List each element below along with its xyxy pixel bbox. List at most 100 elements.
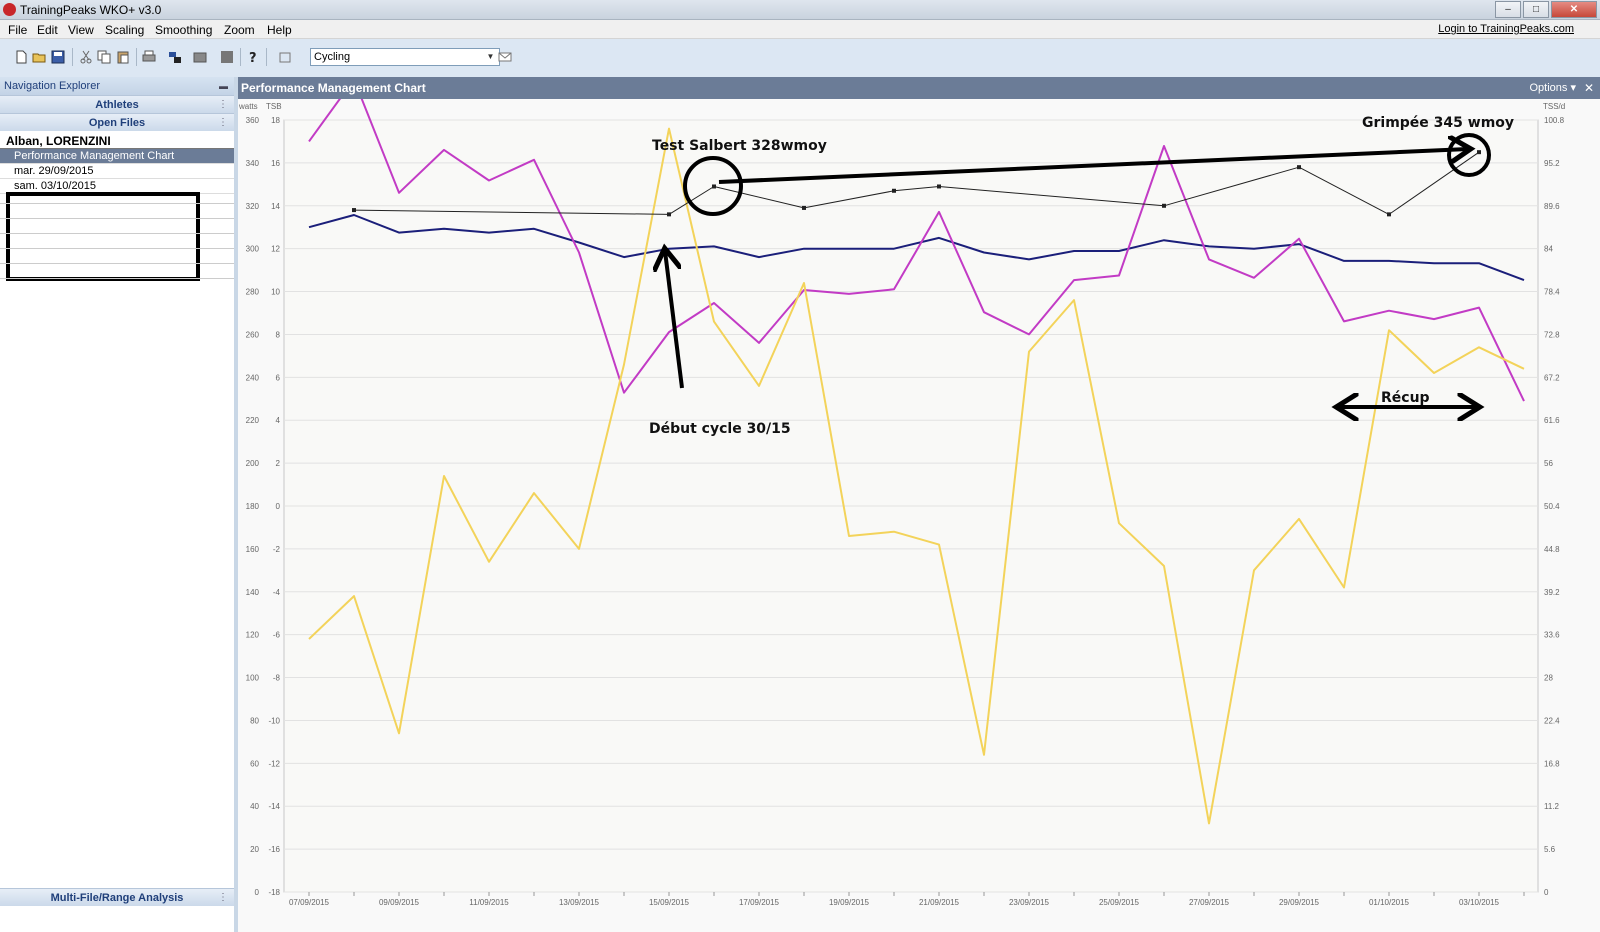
power-marker: [892, 188, 896, 193]
pin-icon[interactable]: ▬: [219, 81, 228, 91]
x-tick-label: 21/09/2015: [919, 898, 960, 907]
power-marker: [1297, 165, 1301, 170]
login-link[interactable]: Login to TrainingPeaks.com: [1438, 23, 1574, 35]
y-tick-tss: 72.8: [1544, 330, 1560, 339]
y-tick-tss: 89.6: [1544, 202, 1560, 211]
menu-file[interactable]: File: [8, 23, 28, 37]
y-tick-tss: 78.4: [1544, 288, 1560, 297]
chart-title: Performance Management Chart: [241, 81, 426, 95]
y-tick-tss: 0: [1544, 888, 1549, 897]
maximize-button[interactable]: □: [1523, 1, 1549, 18]
y-tick-tsb: 0: [276, 502, 281, 511]
paste-icon[interactable]: [116, 50, 130, 64]
chart-panel: Performance Management Chart Options ▾ ✕…: [238, 77, 1600, 932]
y-tick-tss: 56: [1544, 459, 1553, 468]
nav-section-label: Athletes: [95, 99, 139, 111]
grip-icon: ⋮: [218, 117, 228, 128]
x-tick-label: 15/09/2015: [649, 898, 690, 907]
y-tick-tsb: -2: [273, 545, 281, 554]
y-tick-watts: 220: [246, 416, 260, 425]
grip-icon: ⋮: [218, 99, 228, 110]
y-tick-tsb: -18: [268, 888, 280, 897]
y-tick-tsb: -10: [268, 716, 280, 725]
y-tick-tsb: -16: [268, 845, 280, 854]
series-line-tsb: [308, 127, 1525, 825]
new-file-icon[interactable]: [14, 50, 28, 64]
y-tick-watts: 200: [246, 459, 260, 468]
menu-zoom[interactable]: Zoom: [224, 23, 255, 37]
nav-section-multi-file[interactable]: Multi-File/Range Analysis ⋮: [0, 888, 234, 906]
stop-icon[interactable]: [220, 50, 234, 64]
x-tick-label: 19/09/2015: [829, 898, 870, 907]
file-item-2909[interactable]: mar. 29/09/2015: [0, 164, 234, 179]
title-bar: TrainingPeaks WKO+ v3.0 – □ ✕: [0, 0, 1600, 20]
annotation-start: Début cycle 30/15: [649, 421, 791, 437]
email-icon[interactable]: [498, 50, 512, 64]
x-tick-label: 17/09/2015: [739, 898, 780, 907]
help-icon[interactable]: ?: [246, 50, 260, 64]
y-tick-tss: 95.2: [1544, 159, 1560, 168]
copy-icon[interactable]: [97, 50, 111, 64]
y-tick-tss: 28: [1544, 674, 1553, 683]
y-tick-tss: 100.8: [1544, 116, 1565, 125]
nav-section-open-files[interactable]: Open Files ⋮: [0, 113, 234, 131]
navigation-explorer: Navigation Explorer ▬ Athletes ⋮ Open Fi…: [0, 77, 238, 932]
menu-help[interactable]: Help: [267, 23, 292, 37]
toolbar: ? Cycling ▼: [0, 39, 1600, 77]
athlete-name[interactable]: Alban, LORENZINI: [0, 131, 234, 149]
close-chart-icon[interactable]: ✕: [1583, 81, 1594, 95]
y-tick-tss: 11.2: [1544, 802, 1560, 811]
y-tick-tsb: 10: [271, 288, 280, 297]
y-tick-watts: 120: [246, 631, 260, 640]
workout-transfer-icon[interactable]: [168, 50, 182, 64]
nav-section-athletes[interactable]: Athletes ⋮: [0, 95, 234, 113]
chevron-down-icon[interactable]: ▼: [486, 52, 495, 61]
y-tick-tsb: 12: [271, 245, 280, 254]
y-tick-tss: 33.6: [1544, 631, 1560, 640]
y-tick-watts: 40: [250, 802, 259, 811]
y-tick-watts: 360: [246, 116, 260, 125]
sport-select[interactable]: Cycling ▼: [310, 48, 500, 66]
device-icon[interactable]: [193, 50, 207, 64]
open-folder-icon[interactable]: [32, 50, 46, 64]
y-tick-watts: 160: [246, 545, 260, 554]
nav-header-title: Navigation Explorer: [4, 80, 100, 92]
menu-view[interactable]: View: [68, 23, 94, 37]
x-tick-label: 29/09/2015: [1279, 898, 1320, 907]
chart-header: Performance Management Chart Options ▾ ✕: [238, 77, 1600, 99]
power-marker: [667, 212, 671, 217]
pmc-chart[interactable]: 0 -18 020 -16 5.640 -14 11.260 -12 16.880 -10 22.4…: [238, 99, 1600, 932]
options-menu[interactable]: Options ▾: [1529, 82, 1577, 94]
y-tick-watts: 180: [246, 502, 260, 511]
window-icon[interactable]: [278, 50, 292, 64]
annotation-test: Test Salbert 328wmoy: [652, 138, 827, 154]
close-button[interactable]: ✕: [1551, 1, 1597, 18]
x-tick-label: 01/10/2015: [1369, 898, 1410, 907]
series-line-ctl: [308, 214, 1525, 282]
power-marker: [802, 205, 806, 210]
options-label: Options: [1529, 82, 1568, 94]
y-tick-watts: 60: [250, 759, 259, 768]
save-icon[interactable]: [51, 50, 65, 64]
menu-smoothing[interactable]: Smoothing: [155, 23, 213, 37]
y-tick-tss: 16.8: [1544, 759, 1560, 768]
app-logo-icon: [3, 3, 16, 16]
x-tick-label: 27/09/2015: [1189, 898, 1230, 907]
x-tick-label: 23/09/2015: [1009, 898, 1050, 907]
series-line-atl: [308, 99, 1525, 402]
y-tick-tsb: -6: [273, 631, 281, 640]
y-tick-tsb: -8: [273, 674, 281, 683]
y-tick-watts: 260: [246, 330, 260, 339]
y-axis-label-watts: watts: [238, 102, 258, 111]
power-marker: [1477, 150, 1481, 155]
menu-scaling[interactable]: Scaling: [105, 23, 145, 37]
y-tick-tsb: 16: [271, 159, 280, 168]
window-title: TrainingPeaks WKO+ v3.0: [20, 3, 162, 17]
print-icon[interactable]: [142, 50, 156, 64]
menu-edit[interactable]: Edit: [37, 23, 58, 37]
x-tick-label: 09/09/2015: [379, 898, 420, 907]
file-item-pmc[interactable]: Performance Management Chart: [0, 149, 234, 164]
cut-icon[interactable]: [79, 50, 93, 64]
menu-bar: File Edit View Scaling Smoothing Zoom He…: [0, 20, 1600, 39]
minimize-button[interactable]: –: [1495, 1, 1521, 18]
